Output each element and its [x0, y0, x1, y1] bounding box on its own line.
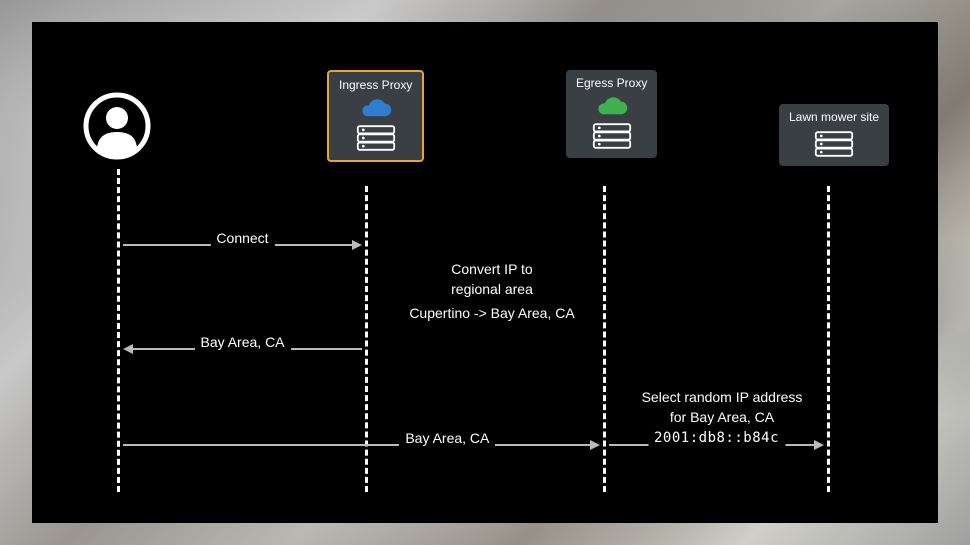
site-box: Lawn mower site: [779, 104, 889, 166]
user-lifeline: [117, 169, 120, 492]
cloud-icon: [594, 96, 630, 118]
egress-proxy-node: Egress Proxy: [566, 70, 657, 158]
arrow-head-icon: [352, 240, 362, 250]
cupertino-note: Cupertino -> Bay Area, CA: [392, 304, 592, 324]
server-icon: [814, 130, 854, 158]
ip-label: 2001:db8::b84c: [648, 430, 785, 446]
region-forward-arrow: Bay Area, CA: [123, 440, 600, 450]
user-icon: [83, 92, 151, 160]
select-ip-note-line1: Select random IP address: [642, 389, 803, 405]
user-node: [83, 92, 151, 160]
ingress-label: Ingress Proxy: [339, 78, 412, 92]
egress-proxy-box: Egress Proxy: [566, 70, 657, 158]
diagram-panel: Ingress Proxy Egress Proxy: [32, 22, 938, 523]
arrow-head-icon: [590, 440, 600, 450]
egress-label: Egress Proxy: [576, 76, 647, 90]
ingress-proxy-box: Ingress Proxy: [327, 70, 424, 162]
connect-label: Connect: [210, 230, 274, 246]
cloud-icon: [358, 98, 394, 120]
server-icon: [592, 122, 632, 150]
arrow-head-icon: [123, 344, 133, 354]
site-lifeline: [827, 186, 830, 492]
select-ip-note: Select random IP address for Bay Area, C…: [622, 388, 822, 427]
server-icon: [356, 124, 396, 152]
arrow-head-icon: [814, 440, 824, 450]
arrow-line: [123, 444, 590, 446]
ingress-proxy-node: Ingress Proxy: [327, 70, 424, 162]
convert-note-line2: regional area: [451, 281, 533, 297]
region-return-arrow: Bay Area, CA: [123, 344, 362, 354]
site-node: Lawn mower site: [779, 104, 889, 166]
region-return-label: Bay Area, CA: [194, 334, 290, 350]
select-ip-note-line2: for Bay Area, CA: [670, 409, 774, 425]
site-label: Lawn mower site: [789, 110, 879, 124]
ip-arrow: 2001:db8::b84c: [609, 440, 824, 450]
convert-note: Convert IP to regional area: [412, 260, 572, 299]
connect-arrow: Connect: [123, 240, 362, 250]
region-forward-label: Bay Area, CA: [399, 430, 495, 446]
convert-note-line1: Convert IP to: [451, 261, 532, 277]
cupertino-note-line: Cupertino -> Bay Area, CA: [409, 305, 574, 321]
egress-lifeline: [603, 186, 606, 492]
